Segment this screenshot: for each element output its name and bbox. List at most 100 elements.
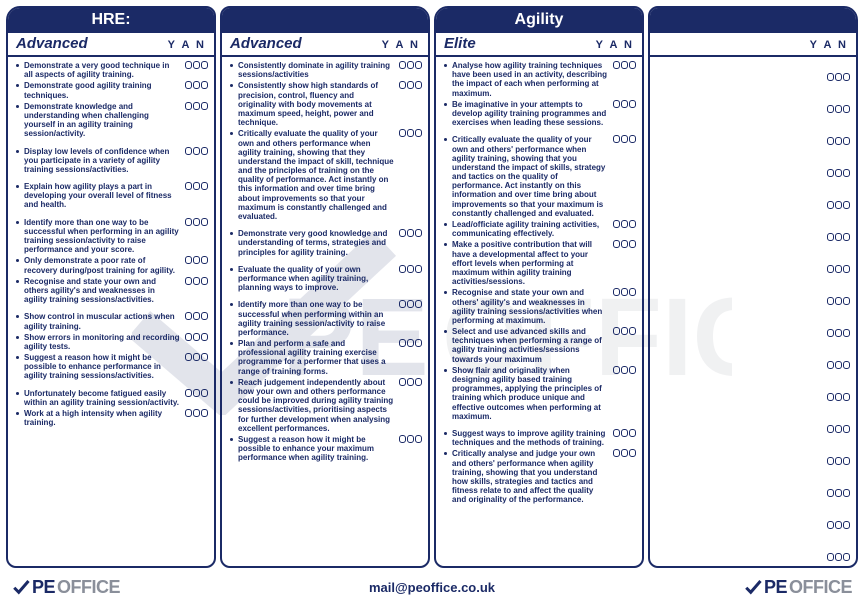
yan-checkboxes[interactable] (185, 389, 208, 397)
yan-checkboxes[interactable] (185, 312, 208, 320)
level-label: Advanced (230, 35, 302, 52)
column-body: Consistently dominate in agility trainin… (222, 57, 428, 566)
yan-checkboxes[interactable] (613, 100, 636, 108)
item-text: Analyse how agility training techniques … (452, 61, 607, 98)
column-sub-header: Y A N (650, 33, 856, 57)
yan-checkboxes[interactable] (613, 429, 636, 437)
yan-checkboxes[interactable] (613, 135, 636, 143)
list-item: Demonstrate knowledge and understanding … (16, 102, 208, 139)
list-item: Identify more than one way to be success… (230, 300, 422, 337)
yan-checkboxes[interactable] (185, 102, 208, 110)
item-text: Recognise and state your own and others'… (452, 288, 602, 325)
list-item: Lead/officiate agility training activiti… (444, 220, 636, 238)
list-item: Unfortunately become fatigued easily wit… (16, 389, 208, 407)
yan-checkboxes[interactable] (613, 449, 636, 457)
yan-checkboxes[interactable] (827, 137, 850, 145)
level-label: Advanced (16, 35, 88, 52)
yan-checkboxes[interactable] (827, 521, 850, 529)
yan-checkboxes[interactable] (185, 277, 208, 285)
yan-checkboxes[interactable] (185, 182, 208, 190)
yan-checkboxes[interactable] (399, 300, 422, 308)
yan-checkboxes[interactable] (827, 489, 850, 497)
yan-checkboxes[interactable] (399, 265, 422, 273)
item-text: Select and use advanced skills and techn… (452, 327, 602, 364)
list-item: Consistently show high standards of prec… (230, 81, 422, 127)
yan-checkboxes[interactable] (613, 240, 636, 248)
item-text: Demonstrate a very good technique in all… (24, 61, 169, 79)
yan-checkboxes[interactable] (613, 327, 636, 335)
list-item: Evaluate the quality of your own perform… (230, 265, 422, 293)
yan-checkboxes[interactable] (399, 129, 422, 137)
column-1: AdvancedY A NConsistently dominate in ag… (220, 6, 430, 568)
blank-item (658, 133, 850, 157)
list-item: Recognise and state your own and others'… (444, 288, 636, 325)
column-sub-header: EliteY A N (436, 33, 642, 57)
yan-checkboxes[interactable] (399, 435, 422, 443)
footer-mail: mail@peoffice.co.uk (369, 580, 495, 595)
item-text: Recognise and state your own and others … (24, 277, 156, 304)
yan-checkboxes[interactable] (827, 553, 850, 561)
yan-checkboxes[interactable] (827, 329, 850, 337)
yan-checkboxes[interactable] (185, 61, 208, 69)
yan-label: Y A N (810, 39, 848, 51)
column-body: Analyse how agility training techniques … (436, 57, 642, 566)
item-text: Identify more than one way to be success… (24, 218, 179, 255)
yan-checkboxes[interactable] (399, 229, 422, 237)
brand-pe-r: PE (764, 577, 787, 598)
yan-checkboxes[interactable] (399, 61, 422, 69)
yan-checkboxes[interactable] (827, 297, 850, 305)
blank-item (658, 357, 850, 381)
list-item: Critically evaluate the quality of your … (230, 129, 422, 221)
column-top-title: HRE: (8, 8, 214, 33)
yan-checkboxes[interactable] (613, 220, 636, 228)
blank-item (658, 485, 850, 509)
yan-checkboxes[interactable] (185, 256, 208, 264)
blank-item (658, 69, 850, 93)
yan-checkboxes[interactable] (827, 457, 850, 465)
yan-checkboxes[interactable] (185, 353, 208, 361)
item-text: Show flair and originality when designin… (452, 366, 602, 421)
yan-checkboxes[interactable] (185, 147, 208, 155)
yan-checkboxes[interactable] (613, 288, 636, 296)
blank-item (658, 165, 850, 189)
column-top-title: Agility (436, 8, 642, 33)
list-item: Explain how agility plays a part in deve… (16, 182, 208, 210)
yan-checkboxes[interactable] (185, 218, 208, 226)
yan-checkboxes[interactable] (185, 409, 208, 417)
yan-checkboxes[interactable] (185, 81, 208, 89)
list-item: Show errors in monitoring and recording … (16, 333, 208, 351)
yan-checkboxes[interactable] (827, 233, 850, 241)
list-item: Select and use advanced skills and techn… (444, 327, 636, 364)
item-text: Suggest ways to improve agility training… (452, 429, 605, 447)
yan-checkboxes[interactable] (827, 265, 850, 273)
brand-right: PEOFFICE (744, 577, 852, 598)
level-label (658, 35, 662, 52)
yan-checkboxes[interactable] (827, 201, 850, 209)
yan-checkboxes[interactable] (399, 378, 422, 386)
list-item: Demonstrate a very good technique in all… (16, 61, 208, 79)
item-text: Consistently dominate in agility trainin… (238, 61, 390, 79)
yan-checkboxes[interactable] (827, 361, 850, 369)
blank-item (658, 261, 850, 285)
yan-checkboxes[interactable] (613, 61, 636, 69)
yan-checkboxes[interactable] (827, 105, 850, 113)
item-text: Evaluate the quality of your own perform… (238, 265, 368, 292)
list-item: Demonstrate good agility training techni… (16, 81, 208, 99)
list-item: Only demonstrate a poor rate of recovery… (16, 256, 208, 274)
yan-checkboxes[interactable] (613, 366, 636, 374)
blank-item (658, 229, 850, 253)
blank-item (658, 421, 850, 445)
yan-checkboxes[interactable] (185, 333, 208, 341)
list-item: Suggest ways to improve agility training… (444, 429, 636, 447)
yan-checkboxes[interactable] (827, 73, 850, 81)
yan-checkboxes[interactable] (827, 393, 850, 401)
yan-checkboxes[interactable] (827, 169, 850, 177)
list-item: Plan and perform a safe and professional… (230, 339, 422, 376)
yan-checkboxes[interactable] (399, 339, 422, 347)
item-text: Work at a high intensity when agility tr… (24, 409, 162, 427)
yan-checkboxes[interactable] (399, 81, 422, 89)
brand-pe: PE (32, 577, 55, 598)
item-list (658, 69, 850, 566)
yan-checkboxes[interactable] (827, 425, 850, 433)
item-text: Show control in muscular actions when ag… (24, 312, 175, 330)
